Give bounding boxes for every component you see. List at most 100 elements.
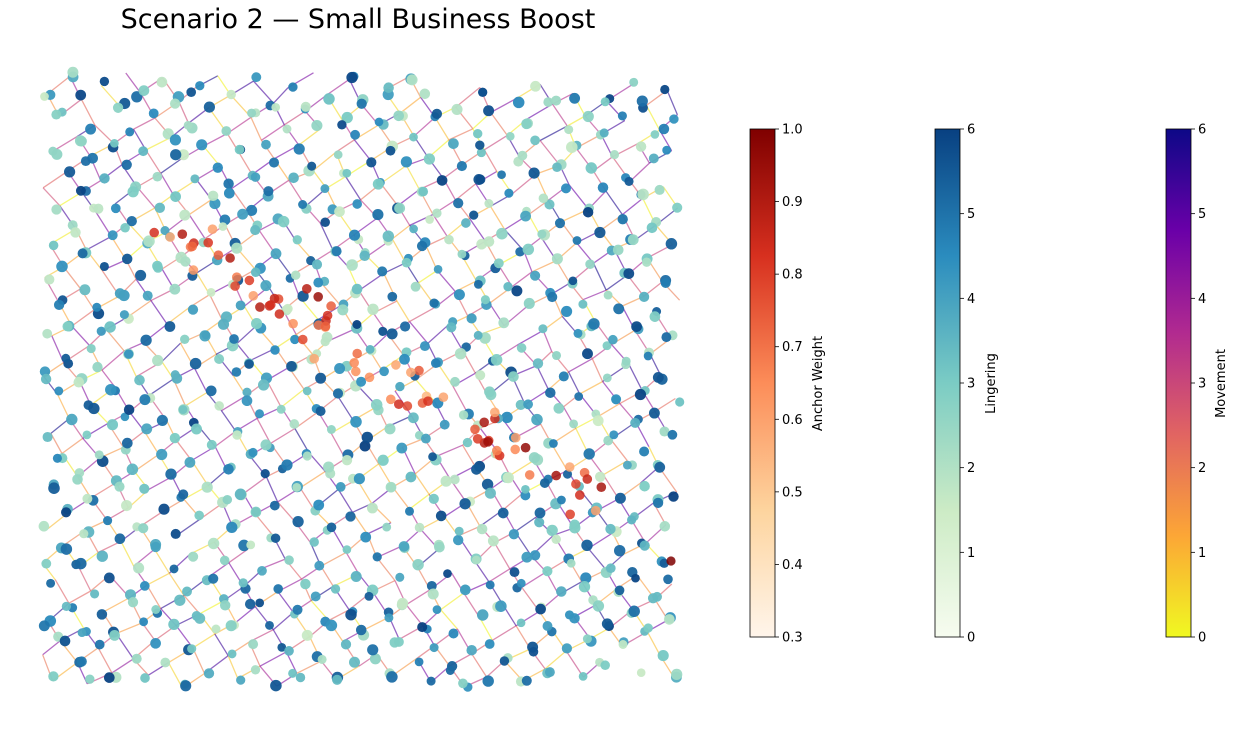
lingering-node <box>103 672 115 683</box>
anchor-node <box>483 437 493 447</box>
lingering-node <box>121 159 132 170</box>
movement-colorbar <box>1165 128 1192 638</box>
street-edge <box>192 633 216 649</box>
lingering-node <box>177 149 190 161</box>
lingering-node <box>534 507 546 519</box>
lingering-node <box>170 370 180 380</box>
anchor-tick-label: 0.8 <box>782 268 803 283</box>
lingering-node <box>420 433 431 444</box>
lingering-node <box>642 257 652 267</box>
anchor-node <box>565 509 575 520</box>
lingering-node <box>277 642 287 652</box>
lingering-node <box>660 278 671 288</box>
street-edge <box>490 112 508 136</box>
lingering-tick-label: 5 <box>967 207 975 222</box>
lingering-node <box>597 182 609 193</box>
lingering-node <box>602 341 612 351</box>
lingering-node <box>599 128 609 138</box>
street-edge <box>432 214 448 237</box>
lingering-node <box>352 319 362 330</box>
lingering-node <box>217 318 230 330</box>
lingering-node <box>578 672 588 681</box>
lingering-node <box>520 210 532 222</box>
lingering-node <box>414 522 425 533</box>
anchor-node <box>207 224 218 234</box>
street-edge <box>320 551 347 567</box>
lingering-node <box>523 297 535 309</box>
street-edge <box>521 571 547 588</box>
lingering-node <box>385 481 397 493</box>
lingering-node <box>547 291 558 303</box>
lingering-node <box>282 124 292 134</box>
lingering-node <box>617 111 627 121</box>
lingering-node <box>337 304 349 316</box>
anchor-tick-label: 1.0 <box>782 123 803 138</box>
lingering-node <box>189 357 202 370</box>
movement-colorbar-label: Movement <box>1213 348 1229 418</box>
anchor-node <box>203 237 213 248</box>
lingering-node <box>643 351 653 361</box>
lingering-node <box>432 605 442 614</box>
lingering-node <box>295 672 306 683</box>
lingering-node <box>133 562 145 574</box>
lingering-node <box>521 484 530 494</box>
lingering-node <box>385 145 396 156</box>
street-edge <box>101 350 125 371</box>
lingering-node <box>538 193 549 204</box>
street-edge <box>405 604 424 627</box>
lingering-node <box>48 671 59 682</box>
lingering-node <box>221 126 232 136</box>
lingering-node <box>315 372 327 384</box>
anchor-node <box>188 265 199 275</box>
lingering-node <box>330 584 341 594</box>
lingering-node <box>399 353 410 365</box>
lingering-colorbar <box>934 128 961 638</box>
lingering-node <box>126 215 137 227</box>
lingering-node <box>260 439 272 451</box>
street-edge <box>148 378 174 397</box>
street-edge <box>50 418 70 434</box>
lingering-node <box>572 236 582 245</box>
lingering-node <box>650 130 660 139</box>
lingering-node <box>340 639 352 650</box>
lingering-node <box>281 459 293 471</box>
anchor-node <box>472 434 483 444</box>
lingering-node <box>569 419 579 429</box>
street-edge <box>427 324 449 344</box>
lingering-node <box>169 283 181 295</box>
street-edge <box>105 328 125 352</box>
street-edge <box>383 262 406 274</box>
lingering-node <box>668 491 679 502</box>
lingering-tick-label: 6 <box>967 123 975 138</box>
lingering-node <box>356 98 367 109</box>
anchor-node <box>364 372 375 383</box>
street-edge <box>440 592 465 611</box>
lingering-node <box>289 419 300 429</box>
lingering-node <box>170 191 181 202</box>
lingering-node <box>643 623 653 633</box>
lingering-node <box>416 240 428 252</box>
lingering-node <box>214 401 224 411</box>
anchor-node <box>596 482 607 493</box>
lingering-node <box>515 247 525 257</box>
street-edge <box>299 487 315 510</box>
lingering-node <box>292 482 302 492</box>
lingering-node <box>478 87 488 97</box>
street-edge <box>602 474 620 500</box>
lingering-node <box>440 475 452 487</box>
street-edge <box>326 78 350 96</box>
lingering-node <box>585 259 595 270</box>
lingering-node <box>503 282 513 292</box>
street-edge <box>53 135 78 152</box>
lingering-node <box>238 578 248 588</box>
lingering-node <box>351 283 363 295</box>
lingering-node <box>290 334 300 345</box>
street-edge <box>436 444 463 457</box>
lingering-node <box>515 399 526 411</box>
street-edge <box>405 165 420 190</box>
anchor-node <box>571 479 581 489</box>
lingering-node <box>573 328 583 338</box>
lingering-node <box>458 678 468 689</box>
lingering-node <box>636 668 646 678</box>
lingering-node <box>103 516 113 526</box>
